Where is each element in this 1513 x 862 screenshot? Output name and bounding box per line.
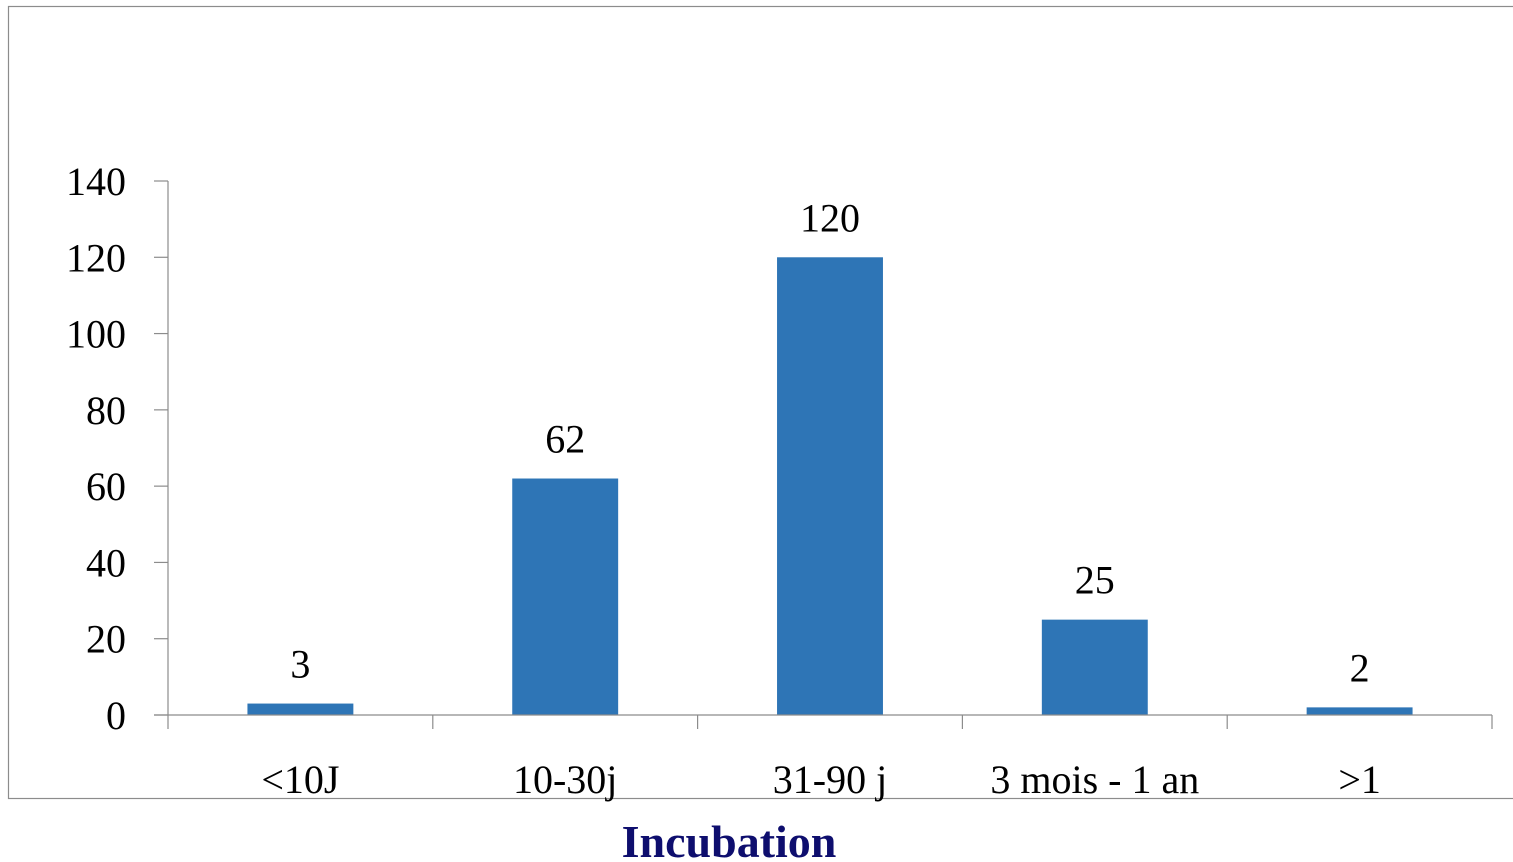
x-category-label: >1 [1338, 757, 1381, 802]
bar [247, 703, 354, 715]
x-category-label: <10J [261, 757, 339, 802]
y-tick-label: 80 [86, 388, 126, 433]
x-category-label: 31-90 j [773, 757, 887, 802]
data-label: 25 [1075, 558, 1115, 603]
y-tick-label: 60 [86, 464, 126, 509]
data-labels: 3 62 120 25 2 [290, 195, 1369, 690]
bar [1306, 707, 1413, 715]
x-category-label: 10-30j [513, 757, 617, 802]
y-axis-ticks: 0 20 40 60 80 100 120 140 [66, 159, 168, 738]
y-tick-label: 40 [86, 540, 126, 585]
chart-area-frame [7, 5, 1513, 800]
bars [247, 257, 1413, 715]
bar [1041, 619, 1148, 715]
x-category-label: 3 mois - 1 an [990, 757, 1199, 802]
y-tick-label: 120 [66, 235, 126, 280]
data-label: 3 [290, 642, 310, 687]
data-label: 62 [545, 417, 585, 462]
data-label: 120 [800, 195, 860, 240]
bar [512, 478, 619, 715]
y-tick-label: 0 [106, 693, 126, 738]
bar [777, 257, 883, 715]
y-tick-label: 100 [66, 312, 126, 357]
y-tick-label: 140 [66, 159, 126, 204]
data-label: 2 [1350, 645, 1370, 690]
category-labels: <10J 10-30j 31-90 j 3 mois - 1 an >1 [261, 757, 1381, 802]
x-axis-ticks [167, 715, 1493, 729]
x-axis-title: Incubation [622, 816, 837, 862]
y-tick-label: 20 [86, 617, 126, 662]
